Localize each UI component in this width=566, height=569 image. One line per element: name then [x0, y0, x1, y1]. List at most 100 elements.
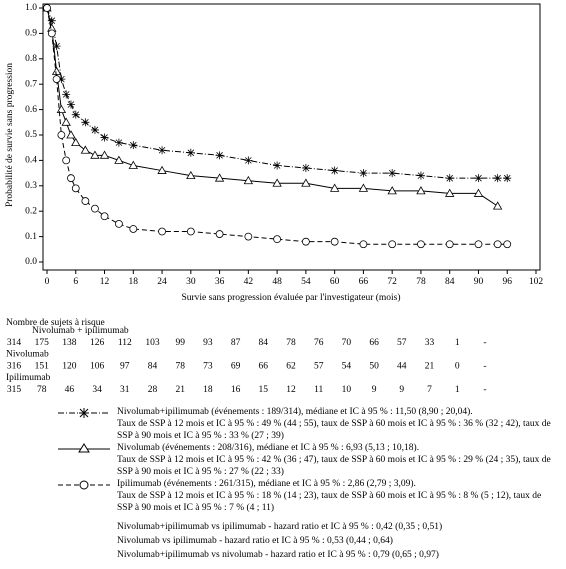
point	[158, 146, 167, 155]
y-tick-label: 1.0	[25, 3, 37, 13]
point	[57, 131, 66, 139]
point	[47, 29, 56, 38]
x-tick-label: 78	[416, 277, 426, 287]
risk-count: 99	[175, 338, 185, 348]
y-tick-label: 0.8	[25, 54, 37, 64]
risk-count: 21	[175, 385, 185, 395]
series-line	[46, 7, 508, 245]
point	[445, 188, 455, 197]
risk-count: 9	[372, 385, 377, 395]
x-tick-label: 0	[45, 277, 50, 287]
point	[157, 165, 167, 174]
point	[492, 201, 503, 210]
point	[244, 232, 253, 241]
y-tick-label: 0.6	[25, 105, 37, 115]
point	[62, 90, 71, 99]
risk-count: 18	[203, 385, 213, 395]
risk-count: 15	[259, 385, 269, 395]
risk-group-name: Nivolumab	[6, 350, 49, 360]
risk-count: 175	[35, 338, 50, 348]
risk-count: 62	[286, 362, 296, 372]
risk-count: -	[483, 385, 486, 395]
risk-count: 316	[7, 362, 22, 372]
x-tick-label: 30	[186, 277, 196, 287]
risk-count: 9	[399, 385, 404, 395]
point	[90, 125, 99, 134]
point	[244, 156, 253, 165]
point	[71, 110, 80, 119]
point	[473, 188, 484, 197]
comparison: Nivolumab+ipilimumab vs ipilimumab - haz…	[117, 522, 443, 532]
x-tick-label: 54	[301, 277, 311, 287]
point	[128, 160, 138, 169]
point	[186, 148, 195, 157]
risk-count: 314	[7, 338, 22, 348]
point	[158, 227, 166, 236]
risk-count: -	[483, 362, 486, 372]
point	[388, 240, 397, 249]
point	[52, 75, 61, 84]
y-tick-label: 0.5	[25, 130, 37, 140]
risk-count: 315	[7, 385, 22, 395]
risk-count: 44	[397, 362, 407, 372]
point	[47, 16, 56, 25]
point	[81, 118, 90, 127]
point	[416, 186, 426, 195]
y-tick-label: 0.1	[25, 232, 37, 242]
risk-count: 76	[314, 338, 324, 348]
point	[359, 169, 368, 178]
point	[114, 138, 123, 147]
point	[215, 230, 224, 238]
x-tick-label: 90	[474, 277, 484, 287]
x-tick-label: 36	[215, 277, 225, 287]
risk-count: 87	[231, 338, 241, 348]
risk-count: 54	[342, 362, 352, 372]
legend-title: Nivolumab+ipilimumab (événements : 189/3…	[117, 407, 473, 417]
risk-count: 16	[231, 385, 241, 395]
point	[301, 164, 310, 173]
risk-count: 69	[231, 362, 241, 372]
risk-count: 66	[259, 362, 269, 372]
risk-count: 57	[314, 362, 324, 372]
point	[71, 184, 80, 193]
point	[416, 171, 425, 180]
point	[215, 151, 224, 160]
point	[52, 42, 61, 51]
point	[129, 141, 138, 150]
point	[62, 156, 71, 165]
point	[81, 197, 90, 205]
risk-count: 126	[90, 338, 105, 348]
comparison: Nivolumab+ipilimumab vs nivolumab - haza…	[117, 550, 439, 560]
y-tick-label: 0.7	[25, 79, 37, 89]
x-tick-label: 12	[100, 277, 110, 287]
legend-detail: Taux de SSP à 12 mois et IC à 95 % : 18 …	[117, 491, 542, 513]
risk-count: 46	[65, 385, 75, 395]
point	[503, 240, 512, 249]
x-tick-label: 24	[157, 277, 167, 287]
y-tick-label: 0.4	[25, 156, 37, 166]
risk-count: 10	[342, 385, 352, 395]
point	[474, 174, 483, 183]
x-tick-label: 60	[330, 277, 340, 287]
point	[273, 235, 282, 244]
point	[493, 174, 502, 183]
point	[100, 212, 109, 221]
point	[445, 240, 454, 249]
risk-count: 33	[425, 338, 435, 348]
point	[71, 137, 81, 147]
point	[91, 204, 99, 213]
risk-count: 34	[92, 385, 102, 395]
risk-count: 151	[35, 362, 50, 372]
x-tick-label: 42	[244, 277, 254, 287]
risk-count: 93	[203, 338, 213, 348]
point	[56, 104, 67, 113]
risk-count: 0	[455, 362, 460, 372]
risk-count: 120	[62, 362, 77, 372]
risk-group-name: Nivolumab + ipilimumab	[32, 326, 129, 336]
risk-count: 11	[314, 385, 323, 395]
risk-group-name: Ipilimumab	[6, 373, 51, 383]
risk-count: 21	[425, 362, 435, 372]
x-tick-label: 96	[502, 277, 512, 287]
y-tick-label: 0.0	[25, 257, 37, 267]
risk-count: 138	[62, 338, 77, 348]
